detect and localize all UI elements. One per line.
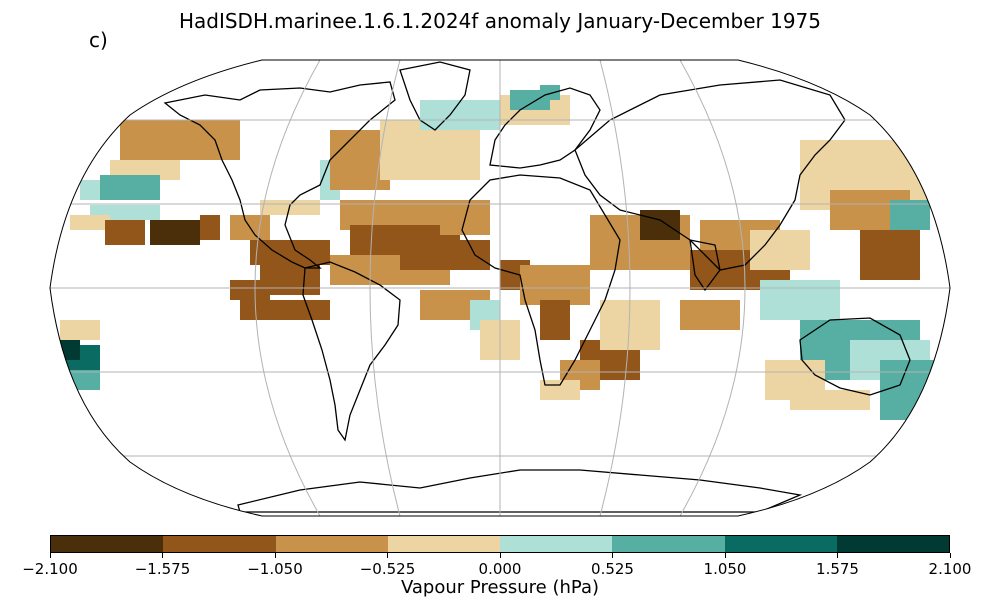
anomaly-cell xyxy=(100,175,160,200)
anomaly-cell xyxy=(150,220,200,245)
anomaly-cell xyxy=(420,100,500,130)
colorbar-swatch xyxy=(612,536,725,552)
colorbar-swatch xyxy=(724,536,837,552)
colorbar-tick xyxy=(724,553,726,558)
colorbar-swatch xyxy=(500,536,613,552)
colorbar-tick xyxy=(274,553,276,558)
anomaly-cell xyxy=(105,220,145,245)
colorbar-tick xyxy=(499,553,501,558)
anomaly-cell xyxy=(520,265,590,305)
anomaly-cell xyxy=(880,360,950,420)
anomaly-cell xyxy=(60,320,100,340)
colorbar-tick-label: 0.525 xyxy=(591,560,634,578)
anomaly-cell xyxy=(640,210,680,240)
colorbar-tick xyxy=(837,553,838,558)
anomaly-cell xyxy=(540,300,570,340)
colorbar-swatch xyxy=(51,536,164,552)
colorbar-tick xyxy=(162,553,163,558)
australia-coastline xyxy=(799,317,911,396)
india-coastline xyxy=(689,239,721,292)
colorbar-swatch xyxy=(163,536,276,552)
anomaly-cell xyxy=(60,370,100,390)
anomaly-cell xyxy=(680,300,740,330)
anomaly-grid-cells xyxy=(60,85,950,420)
anomaly-cell xyxy=(200,215,220,240)
asia-coastline xyxy=(574,79,846,271)
colorbar-swatch xyxy=(275,536,388,552)
colorbar-tick xyxy=(49,553,51,558)
greenland-coastline xyxy=(399,61,471,131)
anomaly-cell xyxy=(240,300,330,320)
anomaly-cell xyxy=(230,280,270,300)
colorbar-tick-label: −1.050 xyxy=(247,560,303,578)
world-map xyxy=(49,59,951,517)
europe-coastline xyxy=(489,87,601,169)
colorbar-tick-label: 1.050 xyxy=(703,560,747,578)
colorbar-tick-label: −0.525 xyxy=(359,560,416,578)
anomaly-cell xyxy=(790,390,870,410)
anomaly-cell xyxy=(400,240,490,270)
globe-outline xyxy=(49,59,951,517)
colorbar-label: Vapour Pressure (hPa) xyxy=(400,577,600,598)
colorbar-swatch xyxy=(836,536,949,552)
africa-coastline xyxy=(461,174,621,386)
anomaly-cell xyxy=(120,120,240,160)
antarctica-coastline xyxy=(237,469,803,513)
colorbar-ticks: −2.100 −1.575 −1.050 −0.525 0.000 0.525 1.050 1… xyxy=(0,553,1000,583)
colorbar-tick-label: −1.575 xyxy=(134,560,191,578)
south-america-coastline xyxy=(302,261,401,442)
colorbar-tick xyxy=(949,553,951,558)
colorbar-tick-label: −2.100 xyxy=(22,560,78,578)
colorbar-tick-label: 0.000 xyxy=(478,560,522,578)
colorbar-tick-label: 2.100 xyxy=(928,560,972,578)
anomaly-cell xyxy=(60,340,80,360)
anomaly-cell xyxy=(750,230,810,270)
anomaly-cell xyxy=(540,380,580,400)
panel-label: c) xyxy=(89,28,108,52)
anomaly-cell xyxy=(860,230,920,280)
anomaly-cell xyxy=(70,215,110,230)
colorbar-tick xyxy=(387,553,388,558)
colorbar-tick-label: 1.575 xyxy=(816,560,859,578)
north-america-coastline xyxy=(163,81,396,269)
anomaly-cell xyxy=(540,85,560,100)
colorbar-tick xyxy=(612,553,613,558)
map-title: HadISDH.marinee.1.6.1.2024f anomaly Janu… xyxy=(178,9,822,33)
colorbar-swatch xyxy=(387,536,500,552)
anomaly-cell xyxy=(890,200,930,230)
anomaly-cell xyxy=(760,280,840,320)
colorbar xyxy=(50,535,950,553)
